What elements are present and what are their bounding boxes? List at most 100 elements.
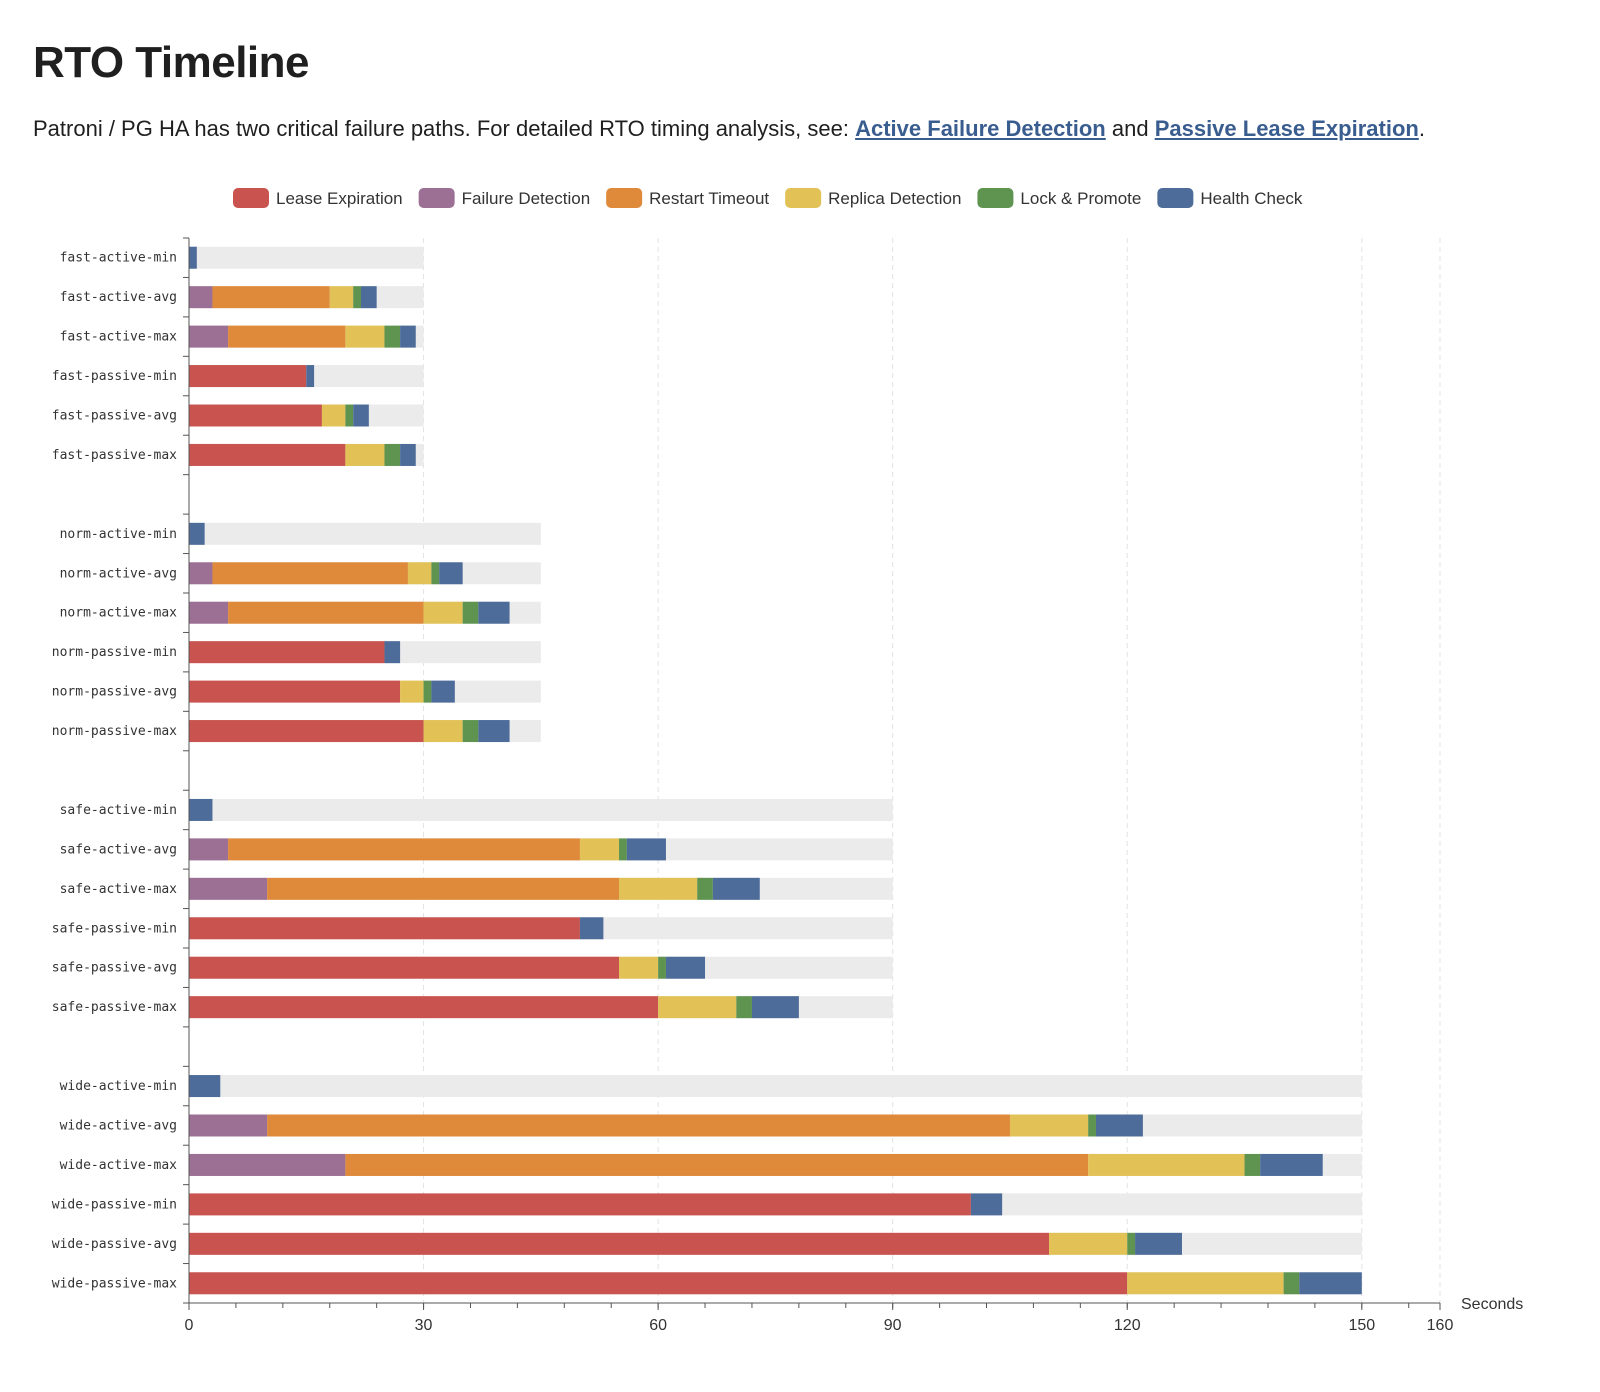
bar-segment [189,246,197,269]
category-label: wide-active-max [60,1158,178,1173]
category-label: wide-active-avg [60,1119,177,1134]
bar-segment [1260,1153,1323,1176]
bar-segment [189,798,213,821]
legend-label: Restart Timeout [649,189,769,208]
bar-segment [189,443,346,466]
bar-segment [423,680,432,703]
x-tick-label: 60 [649,1317,667,1334]
bar-segment [658,956,666,979]
bar-segment [431,680,455,703]
bar-segment [579,917,604,940]
bar-segment [384,325,401,348]
category-label: wide-passive-avg [52,1237,177,1252]
bar-segment [189,1272,1128,1295]
bar-segment [423,601,463,624]
bar-segment [189,562,213,585]
bar-segment [697,877,713,900]
bar-segment [462,601,479,624]
legend-swatch [977,188,1014,208]
x-tick-label: 160 [1427,1317,1454,1334]
bar-segment [189,641,385,664]
bar-segment [384,443,401,466]
passive-lease-expiration-link[interactable]: Passive Lease Expiration [1154,116,1419,141]
category-label: fast-active-min [60,251,177,266]
bar-segment [345,443,385,466]
bar-segment [189,1153,346,1176]
background-bar [189,798,893,821]
bar-segment [212,562,408,585]
bar-segment [431,562,440,585]
bar-segment [189,365,307,388]
bar-segment [228,601,424,624]
category-label: wide-passive-max [52,1276,177,1291]
bar-segment [189,838,229,861]
category-label: fast-passive-min [52,369,177,384]
bar-segment [267,1114,1010,1137]
bar-segment [212,286,330,309]
category-label: safe-passive-avg [52,961,177,976]
intro-prefix: Patroni / PG HA has two critical failure… [33,116,856,141]
category-label: norm-active-min [60,527,177,542]
bar-segment [400,325,416,348]
bar-segment [189,1114,268,1137]
bar-segment [384,641,401,664]
bar-segment [189,1193,971,1216]
bar-segment [423,720,463,743]
x-tick-label: 150 [1348,1317,1375,1334]
x-tick-label: 90 [884,1317,902,1334]
bar-segment [189,956,620,979]
bar-segment [439,562,463,585]
category-label: norm-active-max [60,606,178,621]
category-label: safe-active-min [60,803,177,818]
category-label: fast-passive-avg [52,409,177,424]
bar-segment [712,877,760,900]
bar-segment [462,720,479,743]
x-axis-title: Seconds [1461,1296,1523,1313]
page-title: RTO Timeline [33,38,310,87]
bar-segment [189,286,213,309]
bar-segment [189,325,229,348]
bar-segment [189,1075,221,1098]
legend-swatch [418,188,455,208]
background-bar [189,522,541,545]
bar-segment [400,680,424,703]
bar-segment [1095,1114,1143,1137]
bar-segment [345,1153,1089,1176]
bar-segment [1244,1153,1261,1176]
bar-segment [1088,1153,1245,1176]
bar-segment [736,996,752,1019]
bar-segment [267,877,620,900]
bar-segment [189,877,268,900]
intro-text: Patroni / PG HA has two critical failure… [33,116,1425,142]
bar-segment [353,286,362,309]
bar-segment [478,720,510,743]
bar-segment [1049,1232,1128,1255]
bar-segment [579,838,620,861]
bar-segment [407,562,432,585]
bar-segment [189,996,659,1019]
category-label: norm-passive-max [52,724,177,739]
bar-segment [400,443,416,466]
legend-swatch [606,188,643,208]
category-label: wide-passive-min [52,1197,177,1212]
bar-segment [321,404,346,427]
bar-segment [228,325,346,348]
bar-segment [228,838,580,861]
legend-swatch [785,188,822,208]
bar-segment [619,956,659,979]
category-label: safe-active-avg [60,842,177,857]
category-label: fast-active-max [60,330,178,345]
category-label: fast-passive-max [52,448,177,463]
legend-label: Lease Expiration [276,189,403,208]
bar-segment [1299,1272,1362,1295]
intro-and: and [1105,116,1155,141]
bar-segment [619,877,698,900]
active-failure-detection-link[interactable]: Active Failure Detection [855,116,1106,141]
bar-segment [1088,1114,1096,1137]
bar-segment [751,996,799,1019]
bar-segment [1127,1232,1136,1255]
legend-label: Replica Detection [828,189,961,208]
legend-label: Failure Detection [462,189,591,208]
category-label: safe-active-max [60,882,178,897]
